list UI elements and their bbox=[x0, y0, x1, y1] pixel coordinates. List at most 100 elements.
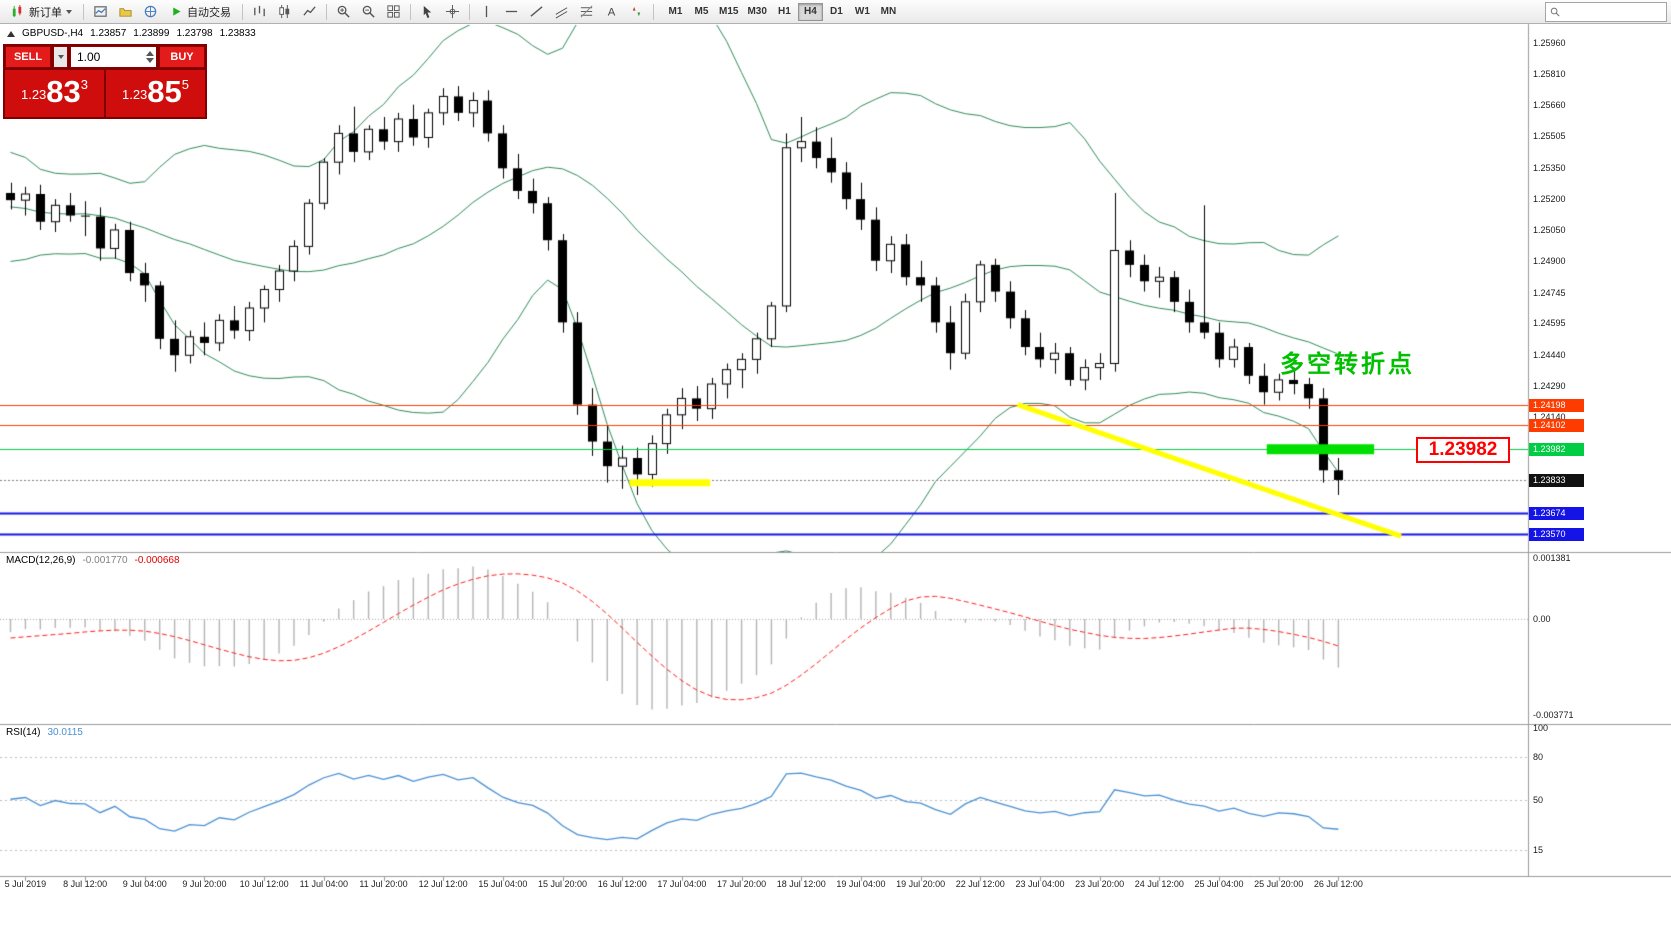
sell-price-big-figure: 1.23 bbox=[20, 87, 47, 102]
macd-scale-zero-label: 0.00 bbox=[1533, 613, 1551, 624]
fibonacci-button[interactable] bbox=[575, 2, 598, 22]
price-axis-tick: 1.24595 bbox=[1533, 318, 1566, 329]
price-axis-tag: 1.23833 bbox=[1529, 473, 1584, 487]
line-chart-button[interactable] bbox=[298, 2, 321, 22]
sell-price-point: 3 bbox=[80, 77, 89, 92]
time-axis-label: 8 Jul 12:00 bbox=[63, 879, 108, 889]
toolbar-separator bbox=[326, 3, 327, 20]
price-axis-tag: 1.24198 bbox=[1529, 398, 1584, 412]
channel-button[interactable] bbox=[550, 2, 573, 22]
price-axis-tag: 1.24102 bbox=[1529, 418, 1584, 432]
zoom-in-button[interactable] bbox=[332, 2, 355, 22]
autotrade-button[interactable]: 自动交易 bbox=[164, 2, 237, 22]
volume-input[interactable]: 1.00 bbox=[70, 46, 157, 68]
price-axis-tick: 1.25050 bbox=[1533, 224, 1566, 235]
order-type-dropdown[interactable] bbox=[53, 46, 68, 68]
vertical-line-icon bbox=[485, 5, 488, 18]
chart-windows-button[interactable] bbox=[89, 2, 112, 22]
time-axis-label: 18 Jul 12:00 bbox=[776, 879, 826, 889]
macd-main-value: -0.001770 bbox=[82, 555, 128, 566]
volume-value: 1.00 bbox=[77, 50, 101, 64]
time-axis-label: 19 Jul 20:00 bbox=[896, 879, 946, 889]
bars-chart-icon bbox=[254, 5, 265, 17]
rsi-label: RSI(14) 30.0115 bbox=[6, 727, 83, 738]
buy-price-point: 5 bbox=[181, 77, 190, 92]
buy-price-big-figure: 1.23 bbox=[121, 87, 148, 102]
toolbar-separator bbox=[83, 3, 84, 20]
sell-button[interactable]: SELL bbox=[5, 46, 51, 68]
price-axis-tick: 1.25350 bbox=[1533, 163, 1566, 174]
spinner-up-icon bbox=[146, 51, 154, 56]
time-axis-label: 25 Jul 04:00 bbox=[1194, 879, 1244, 889]
timeframe-group: M1 M5 M15 M30 H1 H4 D1 W1 MN bbox=[663, 2, 901, 21]
autotrade-play-icon bbox=[173, 7, 181, 16]
toolbar-search-input[interactable] bbox=[1563, 5, 1662, 18]
zoom-out-button[interactable] bbox=[357, 2, 380, 22]
zoom-out-icon bbox=[362, 5, 375, 18]
price-axis-tick: 1.24290 bbox=[1533, 381, 1566, 392]
macd-signal-value: -0.000668 bbox=[134, 555, 180, 566]
buy-price-display[interactable]: 1.23 85 5 bbox=[106, 70, 205, 117]
time-axis-label: 23 Jul 20:00 bbox=[1075, 879, 1125, 889]
price-axis-tag: 1.23982 bbox=[1529, 443, 1584, 457]
timeframe-h4-button[interactable]: H4 bbox=[797, 2, 823, 21]
rsi-scale-label: 50 bbox=[1533, 795, 1544, 805]
crosshair-icon bbox=[445, 4, 460, 19]
toolbar-separator bbox=[469, 3, 470, 20]
data-window-button[interactable] bbox=[139, 2, 162, 22]
timeframe-d1-button[interactable]: D1 bbox=[824, 3, 849, 21]
buy-price-pips: 85 bbox=[147, 74, 182, 109]
timeframe-m30-button[interactable]: M30 bbox=[743, 3, 770, 21]
price-axis-tick: 1.24900 bbox=[1533, 255, 1566, 266]
crosshair-button[interactable] bbox=[441, 2, 464, 22]
profiles-icon bbox=[119, 8, 132, 17]
candlestick-chart-icon bbox=[279, 4, 290, 19]
rsi-scale-label: 80 bbox=[1533, 751, 1544, 762]
price-axis-tag: 1.23570 bbox=[1529, 528, 1584, 541]
timeframe-mn-button[interactable]: MN bbox=[876, 3, 901, 21]
new-order-button[interactable]: 新订单 bbox=[4, 2, 78, 22]
tile-windows-icon bbox=[387, 5, 400, 18]
spinner-down-icon bbox=[146, 58, 154, 63]
time-axis-label: 9 Jul 20:00 bbox=[182, 879, 227, 889]
one-click-trading-widget: SELL 1.00 BUY 1.23 83 3 1.23 85 5 bbox=[3, 44, 207, 119]
timeframe-h1-button[interactable]: H1 bbox=[772, 3, 797, 21]
arrows-button[interactable] bbox=[625, 2, 648, 22]
sell-price-display[interactable]: 1.23 83 3 bbox=[5, 70, 104, 117]
timeframe-m1-button[interactable]: M1 bbox=[663, 3, 688, 21]
sell-price-pips: 83 bbox=[46, 74, 81, 109]
profiles-button[interactable] bbox=[114, 2, 137, 22]
time-axis-label: 12 Jul 12:00 bbox=[418, 879, 468, 889]
timeframe-w1-button[interactable]: W1 bbox=[850, 3, 875, 21]
chart-header: GBPUSD-,H4 1.23857 1.23899 1.23798 1.238… bbox=[7, 28, 256, 39]
time-axis-label: 23 Jul 04:00 bbox=[1015, 879, 1065, 889]
price-callout-label[interactable]: 1.23982 bbox=[1416, 437, 1510, 463]
timeframe-m5-button[interactable]: M5 bbox=[689, 3, 714, 21]
bars-chart-button[interactable] bbox=[248, 2, 271, 22]
price-axis-tick: 1.25960 bbox=[1533, 38, 1566, 48]
cursor-button[interactable] bbox=[416, 2, 439, 22]
price-axis-tick: 1.25200 bbox=[1533, 194, 1566, 205]
buy-button[interactable]: BUY bbox=[159, 46, 205, 68]
vertical-line-button[interactable] bbox=[475, 2, 498, 22]
rsi-scale-label: 15 bbox=[1533, 845, 1544, 856]
price-axis-tick: 1.24745 bbox=[1533, 287, 1566, 298]
rsi-name: RSI(14) bbox=[6, 727, 41, 738]
toolbar-search bbox=[1545, 1, 1667, 22]
ohlc-close: 1.23833 bbox=[219, 28, 256, 39]
text-label-button[interactable]: A bbox=[600, 2, 623, 22]
turning-point-annotation[interactable]: 多空转折点 bbox=[1280, 351, 1415, 378]
macd-label: MACD(12,26,9) -0.001770 -0.000668 bbox=[6, 555, 180, 566]
timeframe-m15-button[interactable]: M15 bbox=[715, 3, 742, 21]
volume-spinner[interactable] bbox=[146, 51, 154, 63]
macd-name: MACD(12,26,9) bbox=[6, 555, 76, 566]
data-window-icon bbox=[144, 5, 157, 18]
horizontal-line-button[interactable] bbox=[500, 2, 523, 22]
tile-windows-button[interactable] bbox=[382, 2, 405, 22]
candlestick-chart-button[interactable] bbox=[273, 2, 296, 22]
price-axis-tick: 1.25810 bbox=[1533, 68, 1566, 79]
time-axis-label: 5 Jul 2019 bbox=[4, 879, 47, 889]
trendline-button[interactable] bbox=[525, 2, 548, 22]
